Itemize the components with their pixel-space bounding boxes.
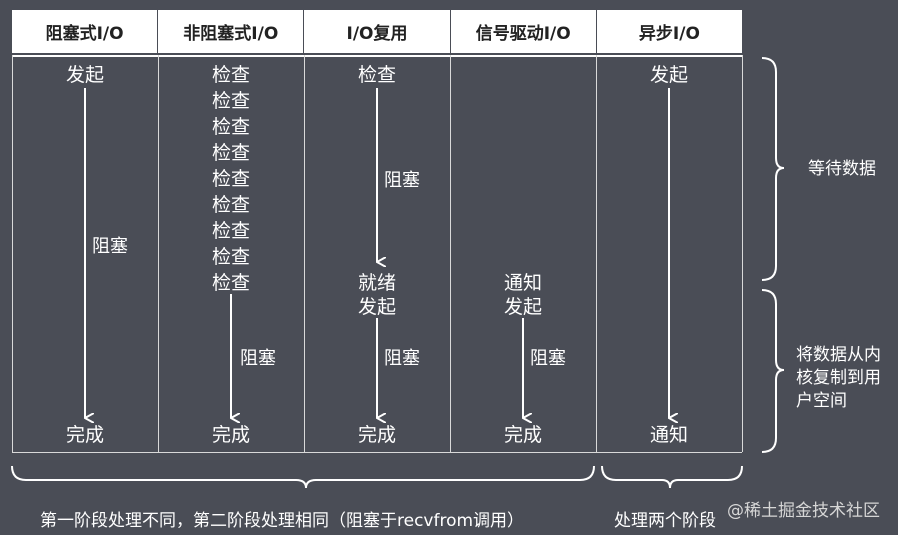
multiplex-block-label-2: 阻塞 — [384, 348, 420, 369]
column-divider — [304, 55, 305, 452]
blocking-end: 完成 — [65, 424, 105, 446]
multiplex-block-label-1: 阻塞 — [384, 170, 420, 191]
nonblocking-check: 检查 — [211, 272, 251, 294]
bottom-label-left: 第一阶段处理不同，第二阶段处理相同（阻塞于recvfrom调用） — [40, 511, 525, 531]
multiplex-start: 发起 — [357, 296, 397, 318]
column-divider — [12, 55, 13, 452]
nonblocking-check: 检查 — [211, 220, 251, 242]
column-divider — [450, 55, 451, 452]
nonblocking-check: 检查 — [211, 194, 251, 216]
nonblocking-block-label: 阻塞 — [240, 348, 276, 369]
header-separator — [12, 55, 742, 57]
blocking-start: 发起 — [65, 64, 105, 86]
multiplex-ready: 就绪 — [357, 272, 397, 294]
phase2-label-line1: 将数据从内 — [796, 345, 881, 365]
phase1-label: 等待数据 — [808, 159, 876, 179]
nonblocking-check: 检查 — [211, 90, 251, 112]
column-divider — [742, 55, 743, 452]
nonblocking-end: 完成 — [211, 424, 251, 446]
header-row: 阻塞式I/O 非阻塞式I/O I/O复用 信号驱动I/O 异步I/O — [12, 10, 742, 53]
header-io-multiplexing: I/O复用 — [304, 10, 451, 53]
brace-bottom-right — [601, 465, 743, 489]
nonblocking-check: 检查 — [211, 64, 251, 86]
bottom-border — [12, 452, 742, 453]
signal-block-label: 阻塞 — [530, 348, 566, 369]
phase2-label-line2: 核复制到用 — [796, 368, 881, 388]
signal-notify: 通知 — [503, 272, 543, 294]
signal-end: 完成 — [503, 424, 543, 446]
watermark: @稀土掘金技术社区 — [727, 501, 880, 521]
header-blocking-io: 阻塞式I/O — [12, 10, 159, 53]
bottom-label-right: 处理两个阶段 — [614, 511, 716, 531]
brace-bottom-left — [11, 465, 595, 489]
header-nonblocking-io: 非阻塞式I/O — [158, 10, 305, 53]
signal-start: 发起 — [503, 296, 543, 318]
nonblocking-check: 检查 — [211, 246, 251, 268]
async-notify: 通知 — [649, 424, 689, 446]
nonblocking-check: 检查 — [211, 168, 251, 190]
header-async-io: 异步I/O — [638, 24, 700, 44]
brace-phase1 — [761, 57, 785, 281]
column-divider — [596, 55, 597, 452]
nonblocking-check: 检查 — [211, 116, 251, 138]
column-divider — [158, 55, 159, 452]
async-start: 发起 — [649, 64, 689, 86]
multiplex-check: 检查 — [357, 64, 397, 86]
multiplex-end: 完成 — [357, 424, 397, 446]
brace-phase2 — [761, 289, 785, 453]
header-signal-driven-io: 信号驱动I/O — [451, 10, 597, 53]
phase2-label-line3: 户空间 — [796, 391, 847, 411]
blocking-block-label: 阻塞 — [92, 236, 128, 257]
nonblocking-check: 检查 — [211, 142, 251, 164]
